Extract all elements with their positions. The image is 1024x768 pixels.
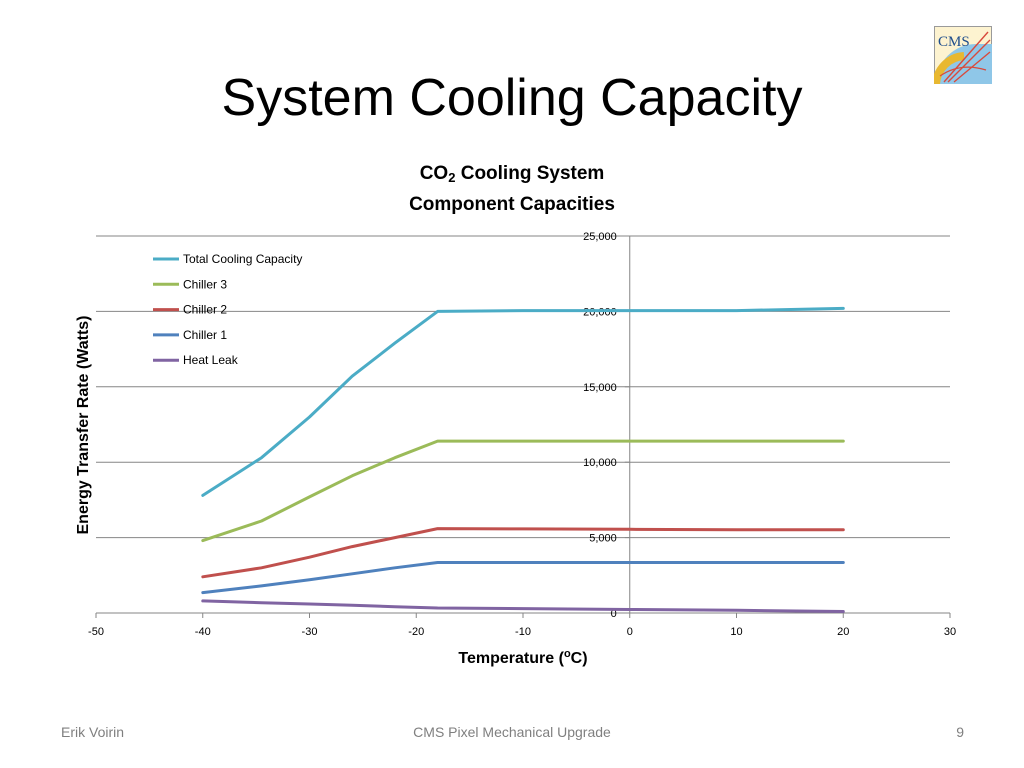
y-tick-label: 0 — [611, 608, 617, 620]
legend: Total Cooling Capacity Chiller 3 Chiller 2… — [153, 252, 302, 367]
logo-text: CMS — [938, 34, 970, 50]
series-line-chiller1 — [201, 561, 845, 595]
x-tick-label: 0 — [627, 626, 633, 638]
chart-title-subscript: 2 — [448, 170, 456, 185]
x-tick-label: -50 — [88, 626, 104, 638]
y-axis-label: Energy Transfer Rate (Watts) — [75, 315, 92, 534]
legend-label-chiller2: Chiller 2 — [183, 303, 227, 317]
x-tick-label: -40 — [195, 626, 211, 638]
x-tick-labels: -50 -40 -30 -20 -10 0 10 20 30 — [88, 626, 956, 638]
chart-title-line2: Component Capacities — [409, 194, 615, 215]
series-lines — [201, 306, 845, 613]
y-tick-label: 10,000 — [583, 457, 617, 469]
x-tick-label: -10 — [515, 626, 531, 638]
x-tick-label: 20 — [837, 626, 849, 638]
axes — [95, 235, 951, 618]
cms-logo: CMS — [932, 26, 992, 85]
x-axis-label: Temperature (oC) — [458, 648, 587, 667]
chart-title-rest: Cooling System — [455, 163, 605, 184]
x-tick-label: 30 — [944, 626, 956, 638]
x-tick-label: 10 — [730, 626, 742, 638]
series-line-chiller3 — [201, 439, 845, 543]
series-line-chiller2 — [201, 527, 845, 579]
y-tick-label: 20,000 — [583, 306, 617, 318]
y-tick-label: 15,000 — [583, 382, 617, 394]
y-tick-label: 5,000 — [589, 533, 617, 545]
y-tick-label: 25,000 — [583, 231, 617, 243]
y-tick-labels: 0 5,000 10,000 15,000 20,000 25,000 — [583, 231, 617, 620]
chart-title-main: CO — [419, 163, 449, 184]
legend-label-total: Total Cooling Capacity — [183, 252, 302, 266]
footer-author: Erik Voirin — [61, 724, 125, 740]
series-line-total — [201, 306, 845, 497]
chart-title: CO2 Cooling System Component Capacities — [312, 158, 712, 220]
x-tick-label: -20 — [408, 626, 424, 638]
series-line-heat_leak — [201, 599, 845, 613]
legend-label-chiller1: Chiller 1 — [183, 328, 227, 342]
footer-project: CMS Pixel Mechanical Upgrade — [413, 724, 611, 740]
legend-label-heat_leak: Heat Leak — [183, 353, 239, 367]
x-tick-label: -30 — [302, 626, 318, 638]
footer-page-number: 9 — [956, 724, 964, 740]
legend-label-chiller3: Chiller 3 — [183, 277, 227, 291]
slide-title: System Cooling Capacity — [221, 69, 803, 127]
line-chart: -50 -40 -30 -20 -10 0 10 20 30 0 5,000 10,000 15,00… — [75, 231, 956, 667]
